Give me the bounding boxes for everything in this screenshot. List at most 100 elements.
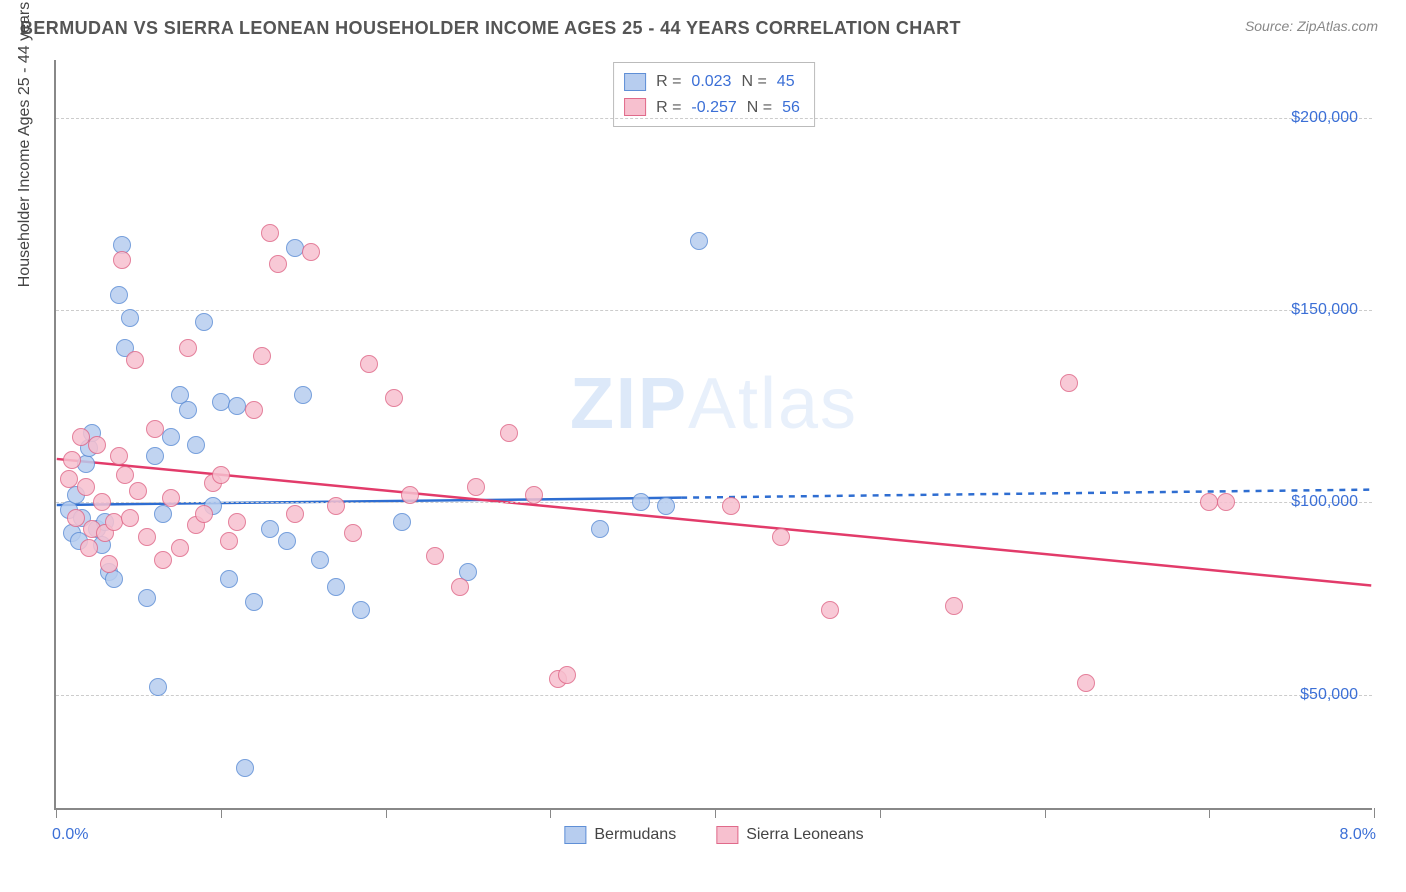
legend-item-sierra-leoneans: Sierra Leoneans — [716, 826, 863, 844]
y-tick-label: $50,000 — [1300, 686, 1358, 704]
data-point — [171, 539, 189, 557]
data-point — [179, 401, 197, 419]
data-point — [80, 539, 98, 557]
data-point — [72, 428, 90, 446]
data-point — [294, 386, 312, 404]
data-point — [385, 389, 403, 407]
data-point — [138, 589, 156, 607]
swatch-sierra-leoneans-b — [716, 826, 738, 844]
data-point — [286, 239, 304, 257]
data-point — [187, 436, 205, 454]
data-point — [344, 524, 362, 542]
watermark: ZIPAtlas — [570, 363, 858, 445]
data-point — [401, 486, 419, 504]
legend-row-bermudans: R = 0.023 N = 45 — [624, 69, 800, 95]
data-point — [500, 424, 518, 442]
swatch-bermudans-b — [564, 826, 586, 844]
data-point — [116, 466, 134, 484]
data-point — [245, 593, 263, 611]
swatch-bermudans — [624, 73, 646, 91]
data-point — [126, 351, 144, 369]
data-point — [286, 505, 304, 523]
data-point — [945, 597, 963, 615]
data-point — [212, 393, 230, 411]
data-point — [100, 555, 118, 573]
series-legend: Bermudans Sierra Leoneans — [564, 826, 863, 844]
data-point — [110, 286, 128, 304]
data-point — [60, 470, 78, 488]
data-point — [67, 509, 85, 527]
data-point — [245, 401, 263, 419]
data-point — [195, 505, 213, 523]
data-point — [467, 478, 485, 496]
data-point — [690, 232, 708, 250]
data-point — [149, 678, 167, 696]
data-point — [821, 601, 839, 619]
data-point — [657, 497, 675, 515]
data-point — [772, 528, 790, 546]
y-axis-title: Householder Income Ages 25 - 44 years — [16, 2, 34, 288]
y-tick-label: $100,000 — [1291, 493, 1358, 511]
trendlines — [56, 60, 1372, 808]
data-point — [236, 759, 254, 777]
data-point — [360, 355, 378, 373]
data-point — [121, 309, 139, 327]
data-point — [311, 551, 329, 569]
data-point — [525, 486, 543, 504]
x-min-label: 0.0% — [52, 826, 88, 844]
data-point — [146, 420, 164, 438]
data-point — [93, 493, 111, 511]
data-point — [632, 493, 650, 511]
data-point — [162, 489, 180, 507]
data-point — [212, 466, 230, 484]
data-point — [426, 547, 444, 565]
data-point — [253, 347, 271, 365]
chart-plot-area: ZIPAtlas R = 0.023 N = 45 R = -0.257 N =… — [54, 60, 1372, 810]
data-point — [105, 570, 123, 588]
data-point — [1217, 493, 1235, 511]
data-point — [1077, 674, 1095, 692]
data-point — [162, 428, 180, 446]
data-point — [195, 313, 213, 331]
x-max-label: 8.0% — [1340, 826, 1376, 844]
source-attribution: Source: ZipAtlas.com — [1245, 18, 1378, 34]
swatch-sierra-leoneans — [624, 98, 646, 116]
data-point — [269, 255, 287, 273]
data-point — [451, 578, 469, 596]
data-point — [129, 482, 147, 500]
data-point — [228, 397, 246, 415]
data-point — [327, 578, 345, 596]
data-point — [1060, 374, 1078, 392]
chart-title: BERMUDAN VS SIERRA LEONEAN HOUSEHOLDER I… — [20, 18, 961, 39]
data-point — [138, 528, 156, 546]
data-point — [220, 570, 238, 588]
legend-item-bermudans: Bermudans — [564, 826, 676, 844]
data-point — [558, 666, 576, 684]
data-point — [113, 251, 131, 269]
legend-row-sierra-leoneans: R = -0.257 N = 56 — [624, 95, 800, 121]
data-point — [154, 505, 172, 523]
data-point — [261, 520, 279, 538]
data-point — [88, 436, 106, 454]
data-point — [220, 532, 238, 550]
data-point — [261, 224, 279, 242]
data-point — [110, 447, 128, 465]
data-point — [121, 509, 139, 527]
data-point — [591, 520, 609, 538]
data-point — [302, 243, 320, 261]
y-tick-label: $200,000 — [1291, 109, 1358, 127]
data-point — [228, 513, 246, 531]
data-point — [327, 497, 345, 515]
data-point — [105, 513, 123, 531]
data-point — [393, 513, 411, 531]
data-point — [722, 497, 740, 515]
data-point — [154, 551, 172, 569]
data-point — [146, 447, 164, 465]
data-point — [352, 601, 370, 619]
data-point — [77, 478, 95, 496]
y-tick-label: $150,000 — [1291, 301, 1358, 319]
data-point — [1200, 493, 1218, 511]
data-point — [179, 339, 197, 357]
data-point — [63, 451, 81, 469]
data-point — [278, 532, 296, 550]
